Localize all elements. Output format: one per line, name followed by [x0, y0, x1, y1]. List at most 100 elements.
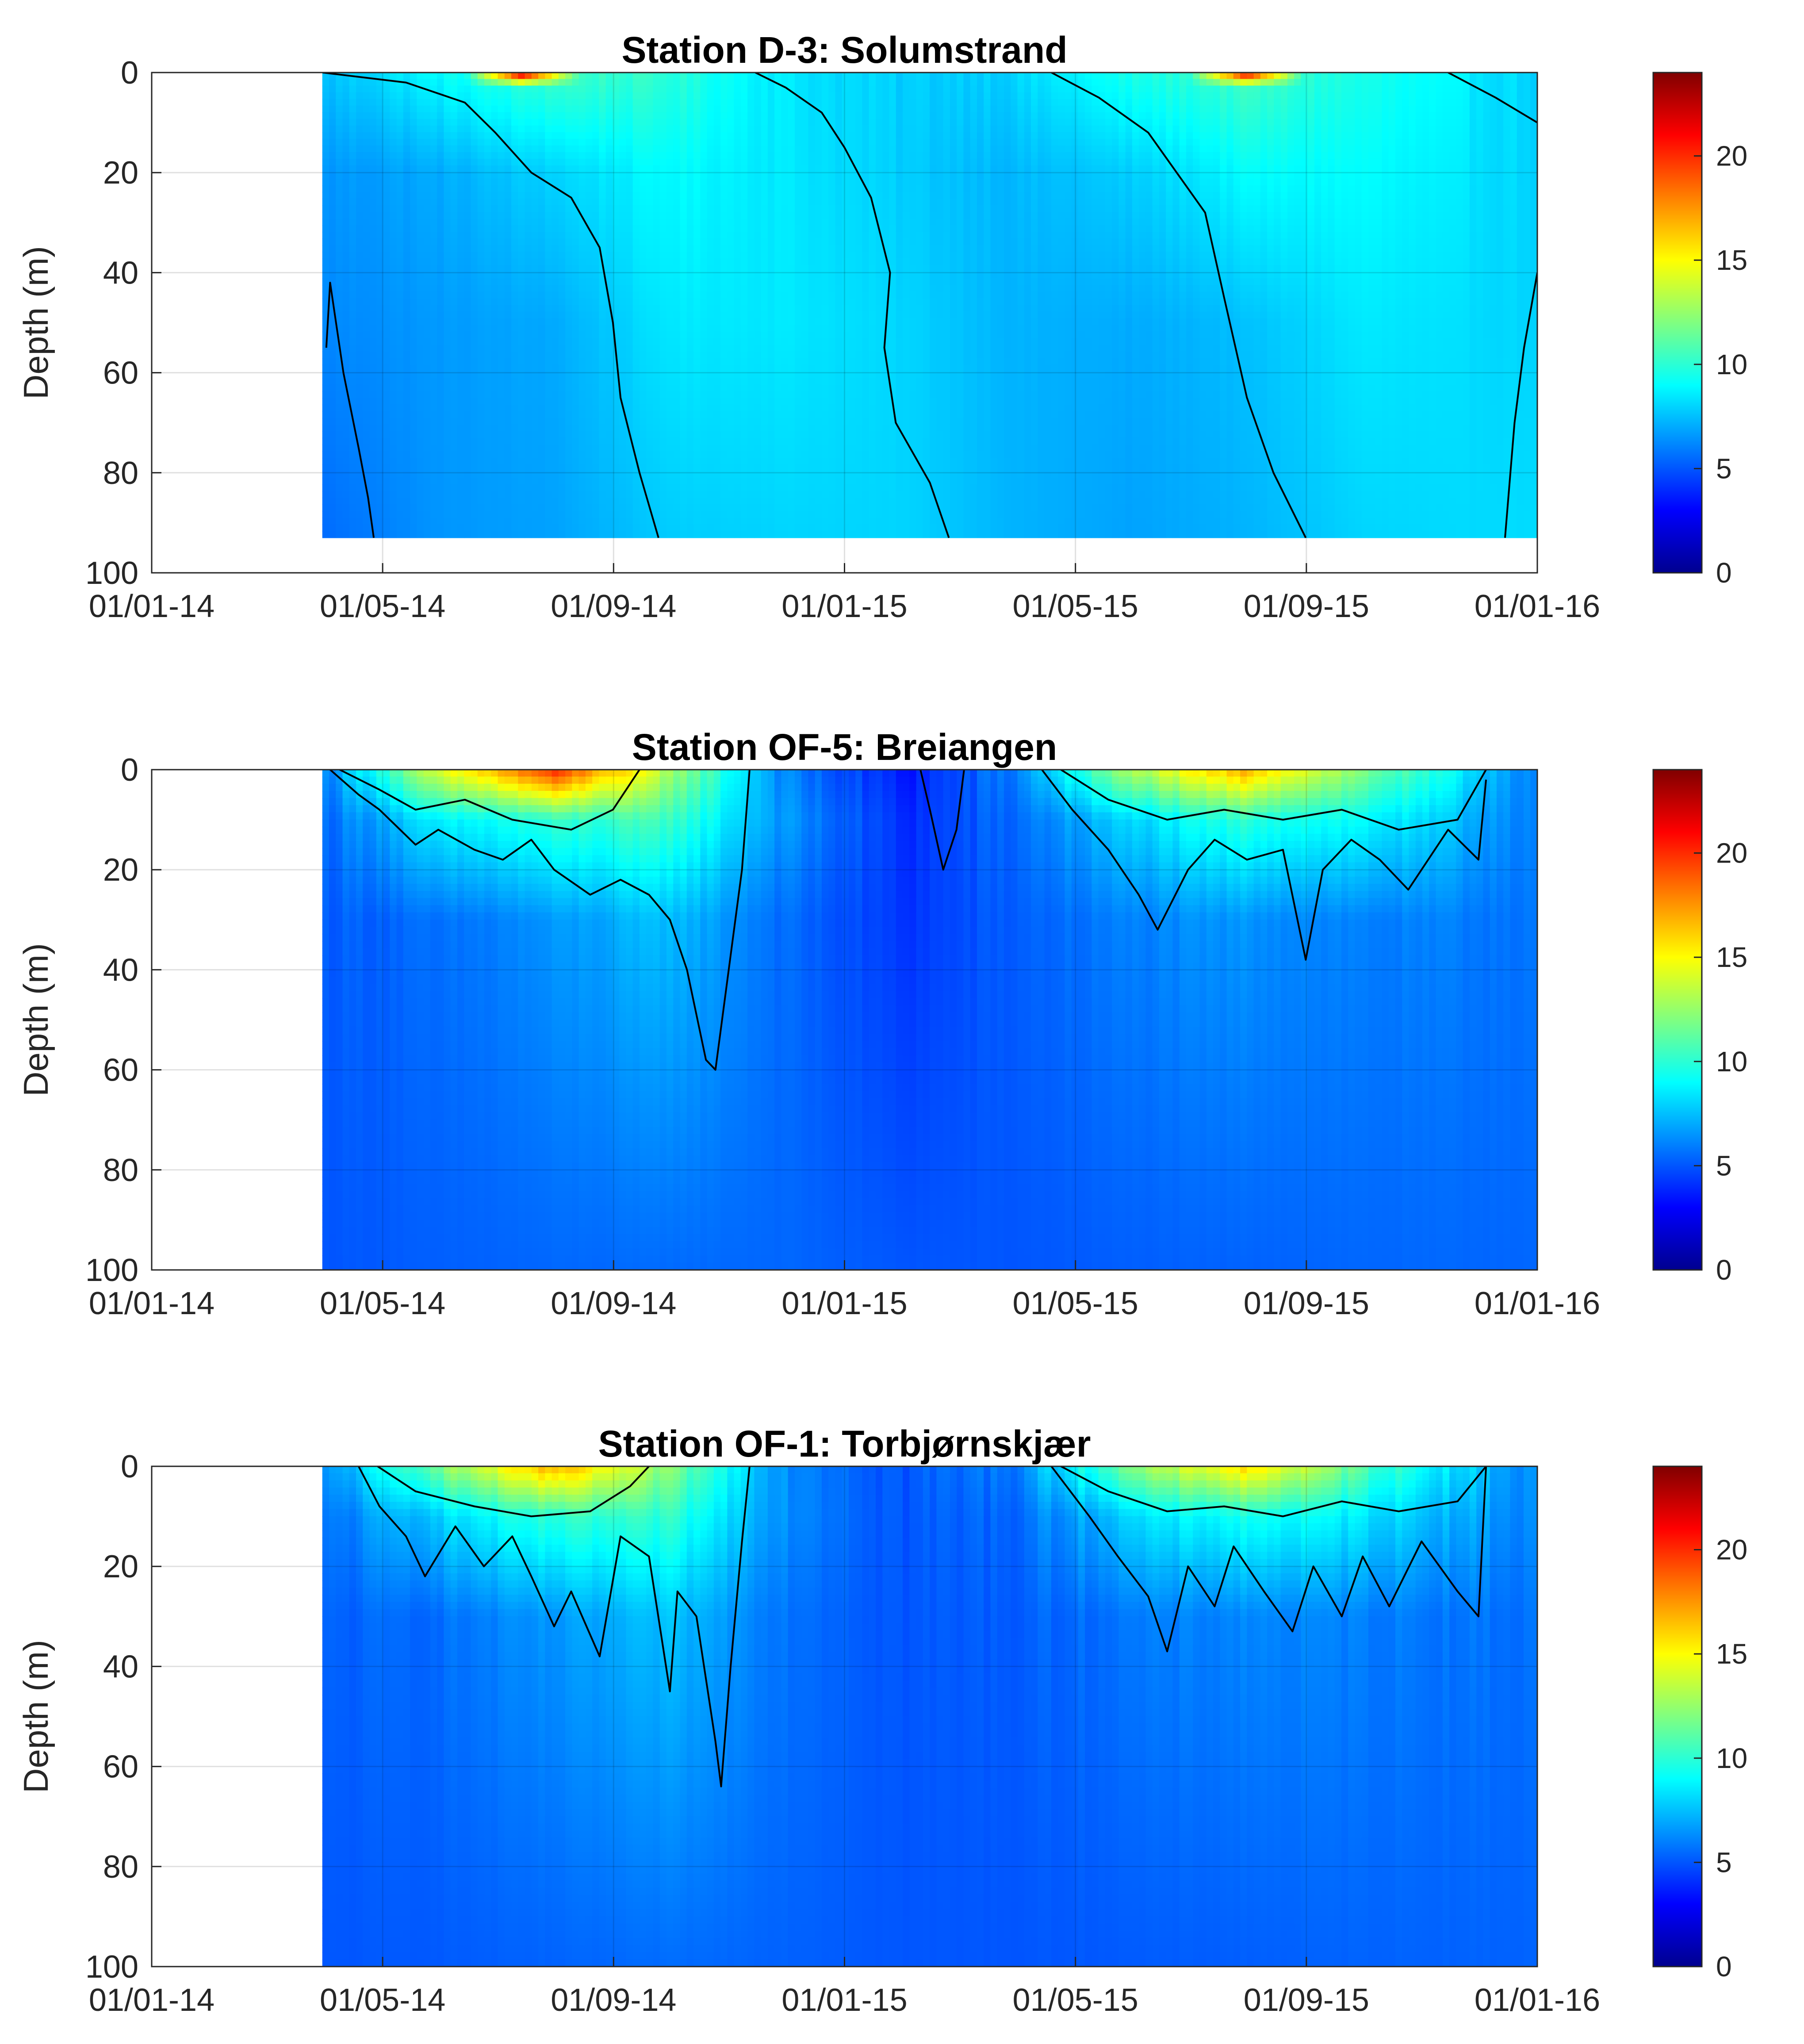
heatmap-cell	[498, 345, 505, 352]
heatmap-cell	[383, 272, 391, 279]
heatmap-cell	[572, 185, 579, 193]
heatmap-cell	[646, 79, 654, 86]
heatmap-cell	[747, 138, 755, 146]
heatmap-cell	[464, 311, 471, 319]
heatmap-cell	[396, 112, 404, 119]
heatmap-cell	[363, 518, 370, 525]
heatmap-cell	[444, 105, 451, 113]
heatmap-cell	[653, 411, 660, 419]
heatmap-cell	[653, 198, 660, 206]
heatmap-cell	[518, 178, 525, 186]
heatmap-cell	[632, 311, 640, 319]
heatmap-cell	[511, 245, 519, 253]
heatmap-cell	[477, 311, 485, 319]
heatmap-cell	[585, 364, 593, 372]
heatmap-cell	[585, 451, 593, 459]
heatmap-cell	[518, 371, 525, 379]
heatmap-cell	[450, 464, 458, 472]
heatmap-cell	[686, 431, 694, 439]
heatmap-cell	[552, 265, 559, 272]
heatmap-cell	[626, 278, 633, 286]
heatmap-cell	[511, 351, 519, 359]
heatmap-cell	[626, 325, 633, 332]
heatmap-cell	[801, 145, 809, 153]
heatmap-cell	[720, 192, 728, 199]
heatmap-cell	[713, 252, 721, 259]
heatmap-cell	[761, 152, 769, 160]
heatmap-cell	[713, 378, 721, 385]
heatmap-cell	[504, 152, 512, 160]
heatmap-cell	[376, 291, 384, 299]
heatmap-cell	[511, 418, 519, 426]
heatmap-cell	[693, 85, 701, 93]
heatmap-cell	[585, 338, 593, 345]
heatmap-cell	[788, 364, 796, 372]
heatmap-cell	[390, 125, 397, 133]
heatmap-cell	[322, 225, 330, 233]
heatmap-cell	[788, 232, 796, 239]
heatmap-cell	[437, 245, 444, 253]
heatmap-cell	[734, 232, 742, 239]
heatmap-cell	[417, 278, 424, 286]
heatmap-cell	[450, 491, 458, 499]
heatmap-cell	[558, 384, 566, 392]
heatmap-cell	[592, 85, 600, 93]
heatmap-cell	[369, 112, 377, 119]
heatmap-cell	[693, 145, 701, 153]
heatmap-cell	[437, 511, 444, 518]
heatmap-cell	[531, 92, 539, 100]
heatmap-cell	[403, 112, 411, 119]
heatmap-cell	[592, 252, 600, 259]
heatmap-cell	[538, 85, 546, 93]
heatmap-cell	[390, 471, 397, 479]
heatmap-cell	[484, 192, 492, 199]
heatmap-cell	[390, 311, 397, 319]
heatmap-cell	[430, 219, 438, 226]
heatmap-cell	[383, 152, 391, 160]
heatmap-cell	[538, 125, 546, 133]
heatmap-cell	[632, 212, 640, 219]
heatmap-cell	[565, 252, 573, 259]
heatmap-cell	[680, 305, 687, 312]
heatmap-cell	[767, 165, 775, 173]
heatmap-cell	[342, 158, 350, 166]
heatmap-cell	[646, 364, 654, 372]
heatmap-cell	[545, 125, 552, 133]
heatmap-cell	[666, 524, 674, 532]
heatmap-cell	[713, 318, 721, 326]
heatmap-cell	[626, 132, 633, 139]
heatmap-cell	[356, 371, 364, 379]
heatmap-cell	[376, 185, 384, 193]
heatmap-cell	[801, 152, 809, 160]
heatmap-cell	[619, 92, 627, 100]
heatmap-cell	[498, 305, 505, 312]
heatmap-cell	[646, 531, 654, 538]
heatmap-cell	[646, 258, 654, 266]
heatmap-cell	[552, 158, 559, 166]
heatmap-cell	[538, 338, 546, 345]
heatmap-cell	[410, 92, 417, 100]
heatmap-cell	[585, 345, 593, 352]
heatmap-cell	[518, 484, 525, 492]
heatmap-cell	[686, 178, 694, 186]
heatmap-cell	[525, 105, 532, 113]
heatmap-cell	[390, 504, 397, 512]
heatmap-cell	[457, 138, 465, 146]
heatmap-cell	[552, 225, 559, 233]
heatmap-cell	[747, 112, 755, 119]
heatmap-cell	[781, 311, 789, 319]
heatmap-cell	[707, 205, 715, 213]
heatmap-cell	[363, 531, 370, 538]
heatmap-cell	[403, 498, 411, 505]
heatmap-cell	[484, 391, 492, 399]
heatmap-cell	[693, 431, 701, 439]
heatmap-cell	[720, 285, 728, 292]
heatmap-cell	[794, 318, 802, 326]
heatmap-cell	[457, 185, 465, 193]
heatmap-cell	[369, 378, 377, 385]
heatmap-cell	[518, 298, 525, 306]
heatmap-cell	[450, 504, 458, 512]
heatmap-cell	[504, 431, 512, 439]
heatmap-cell	[363, 198, 370, 206]
heatmap-cell	[720, 178, 728, 186]
